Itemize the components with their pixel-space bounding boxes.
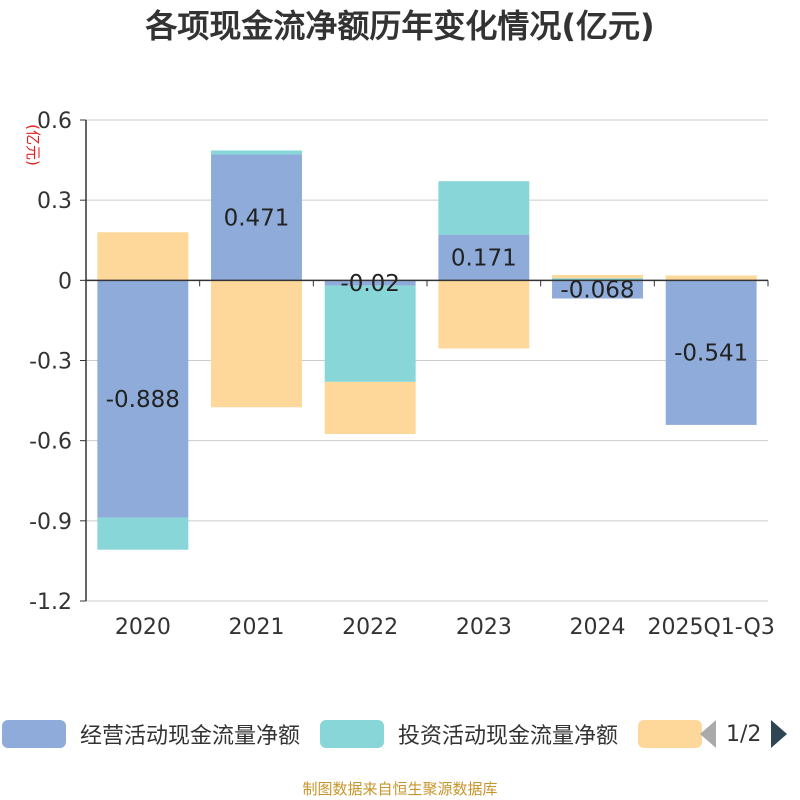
prev-page-icon[interactable]: [700, 720, 716, 748]
bar-2-2022: [324, 285, 416, 382]
bar-2-2021: [211, 150, 302, 155]
data-label: -0.541: [674, 341, 748, 367]
bar-3-2020: [97, 232, 189, 281]
axes: 0.6 0.3 0 -0.3 -0.6 -0.9 -1.2 2020 2021 2022 2023 2…: [29, 109, 775, 640]
legend-item-financing[interactable]: [638, 714, 702, 754]
bar-3-2022: [324, 381, 416, 434]
data-label: 0.471: [224, 205, 290, 231]
data-labels: -0.888 0.471 -0.02 0.171 -0.068 -0.541: [106, 205, 748, 413]
data-label: -0.068: [560, 277, 634, 303]
grid-lines: [86, 119, 768, 602]
page-indicator: 1/2: [726, 721, 762, 747]
y-tick-label: -0.9: [29, 510, 72, 535]
data-label: 0.171: [451, 245, 517, 271]
y-tick-label: 0.3: [37, 189, 72, 214]
next-page-icon[interactable]: [771, 720, 788, 748]
x-tick-label: 2021: [229, 615, 285, 640]
bars: [97, 150, 757, 550]
bar-1-2021: [211, 154, 302, 281]
bar-1-2020: [97, 280, 189, 518]
legend-item-operating[interactable]: 经营活动现金流量净额: [2, 714, 300, 754]
x-tick-label: 2022: [342, 615, 398, 640]
x-tick-label: 2023: [456, 615, 512, 640]
chart-title: 各项现金流净额历年变化情况(亿元): [145, 7, 655, 45]
legend-pager: 1/2: [700, 714, 788, 754]
stacked-bar-chart: 0.6 0.3 0 -0.3 -0.6 -0.9 -1.2 2020 2021 2022 2023 2…: [24, 109, 775, 640]
y-tick-label: -0.3: [29, 350, 72, 375]
y-tick-label: -1.2: [29, 590, 72, 615]
bar-2-2024: [552, 278, 643, 281]
bar-1-2024: [552, 280, 643, 299]
data-label: -0.888: [106, 387, 180, 413]
bar-3-2024: [552, 274, 643, 279]
bar-1-2023: [438, 234, 530, 281]
legend-swatch-financing: [638, 720, 702, 748]
y-tick-label: 0: [58, 269, 72, 294]
bar-2-2020: [97, 517, 189, 550]
legend-swatch-operating: [2, 720, 66, 748]
legend-label-operating: 经营活动现金流量净额: [80, 724, 301, 749]
y-tick-label: 0.6: [37, 109, 72, 134]
legend: 经营活动现金流量净额 投资活动现金流量净额 1/2: [0, 714, 800, 754]
bar-3-2021: [211, 280, 302, 408]
legend-label-investing: 投资活动现金流量净额: [398, 724, 619, 749]
x-tick-label: 2020: [115, 615, 171, 640]
data-label: -0.02: [340, 271, 400, 297]
bar-3-2025Q1-Q3: [665, 275, 757, 281]
bar-2-2023: [438, 181, 530, 235]
bar-3-2023: [438, 280, 530, 349]
bar-1-2022: [324, 280, 416, 286]
bar-1-2025Q1-Q3: [665, 280, 757, 425]
source-footer: 制图数据来自恒生聚源数据库: [302, 780, 498, 798]
legend-swatch-investing: [320, 720, 384, 748]
y-axis-unit-label: (亿元): [24, 124, 42, 166]
legend-item-investing[interactable]: 投资活动现金流量净额: [320, 714, 618, 754]
x-tick-label: 2025Q1-Q3: [647, 615, 774, 640]
y-tick-label: -0.6: [29, 430, 72, 455]
x-tick-label: 2024: [570, 615, 626, 640]
